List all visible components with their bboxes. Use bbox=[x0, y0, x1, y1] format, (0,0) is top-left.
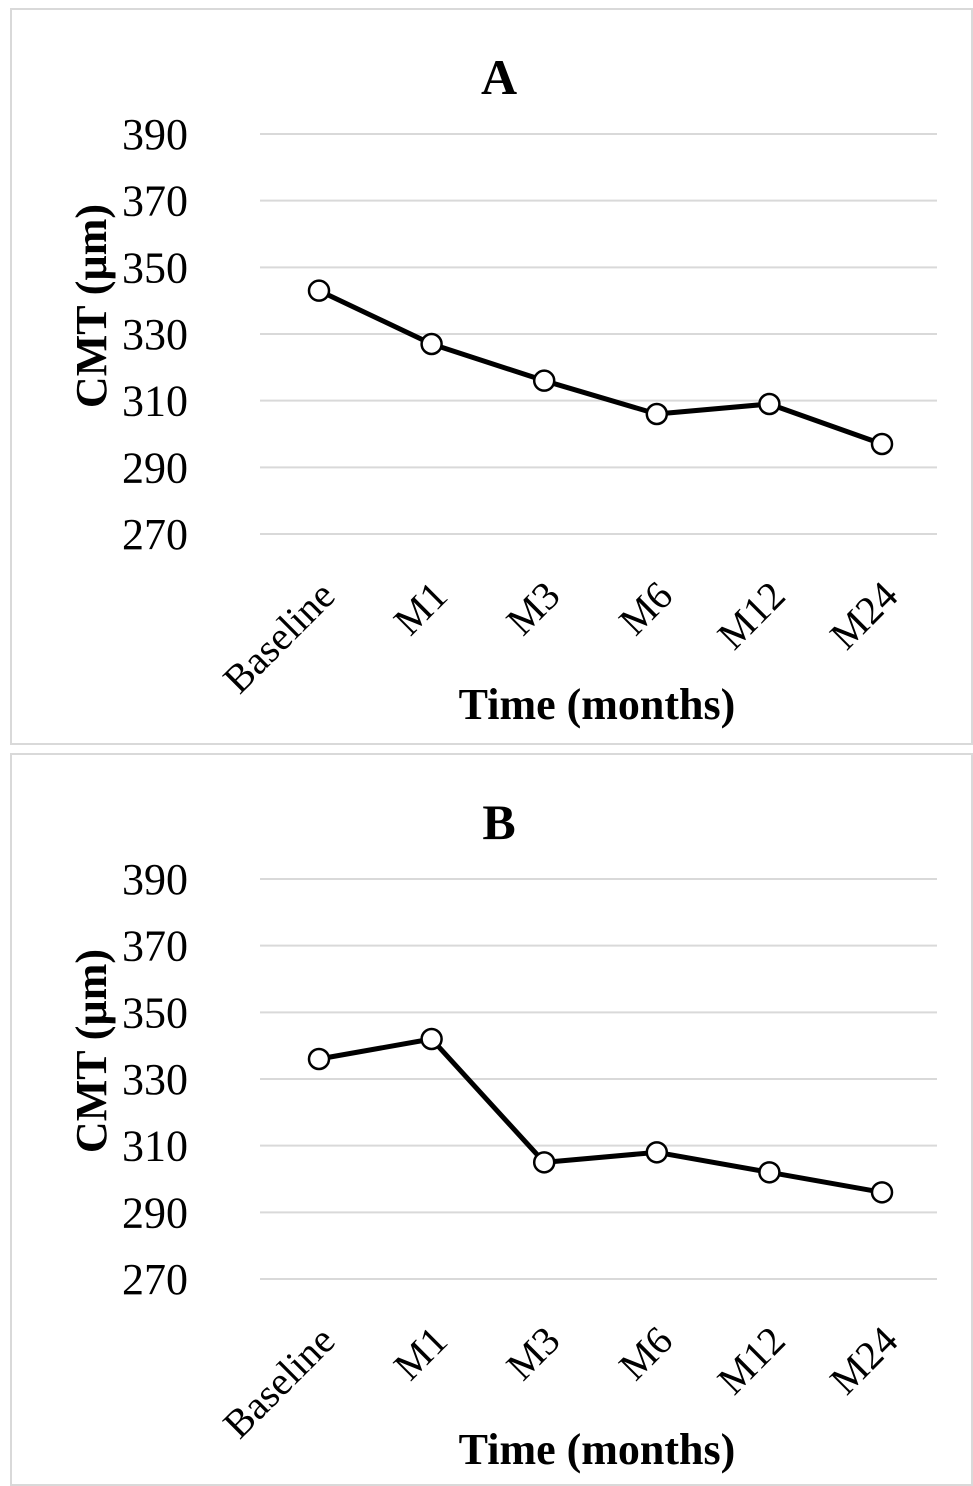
data-point bbox=[870, 1181, 894, 1204]
gridlines bbox=[260, 878, 937, 1280]
y-tick-label: 270 bbox=[122, 510, 188, 559]
x-tick-label: Baseline bbox=[214, 1318, 343, 1447]
data-point bbox=[645, 402, 669, 426]
data-point bbox=[758, 1161, 781, 1184]
chart-panel-b: B 390 370 350 330 310 290 270 Baseline M1 M3 M6 M1… bbox=[10, 753, 973, 1486]
series-line bbox=[318, 1036, 883, 1195]
y-tick-label: 310 bbox=[122, 1122, 188, 1171]
y-tick-label: 330 bbox=[122, 310, 188, 359]
x-tick-label: M6 bbox=[610, 573, 681, 644]
x-tick-label: M24 bbox=[821, 1318, 906, 1403]
x-tick-label: M12 bbox=[709, 1318, 794, 1403]
y-tick-label: 290 bbox=[122, 443, 188, 492]
data-point bbox=[307, 279, 331, 302]
y-tick-label: 390 bbox=[122, 855, 188, 904]
series bbox=[307, 1027, 894, 1204]
y-tick-label: 390 bbox=[122, 110, 188, 159]
data-point bbox=[532, 1151, 556, 1174]
y-tick-label: 310 bbox=[122, 377, 188, 426]
x-tick-label: M24 bbox=[821, 573, 906, 658]
x-tick-label: M3 bbox=[497, 573, 568, 644]
x-tick-label: M1 bbox=[385, 573, 456, 644]
chart-a-svg: A 390 370 350 330 310 290 270 Baseline M1 M3 M6 M1… bbox=[67, 49, 937, 729]
series bbox=[307, 279, 894, 456]
x-tick-label: M6 bbox=[610, 1318, 681, 1389]
x-tick-label: M1 bbox=[385, 1318, 456, 1389]
y-tick-label: 350 bbox=[122, 988, 188, 1037]
y-tick-label: 370 bbox=[122, 922, 188, 971]
chart-b-svg: B 390 370 350 330 310 290 270 Baseline M1 M3 M6 M1… bbox=[67, 794, 937, 1474]
x-tick-label: M12 bbox=[709, 573, 794, 658]
y-axis-label: CMT (µm) bbox=[67, 204, 116, 408]
x-axis-label: Time (months) bbox=[459, 1425, 736, 1474]
chart-title: A bbox=[481, 49, 517, 105]
y-tick-label: 350 bbox=[122, 243, 188, 292]
y-tick-label: 290 bbox=[122, 1188, 188, 1237]
x-tick-label: Baseline bbox=[214, 573, 343, 702]
data-point bbox=[645, 1141, 669, 1164]
data-point bbox=[532, 369, 556, 392]
gridlines bbox=[260, 133, 937, 535]
series-line bbox=[317, 288, 883, 447]
data-point bbox=[307, 1047, 331, 1071]
y-tick-label: 370 bbox=[122, 177, 188, 226]
data-point bbox=[870, 432, 894, 456]
y-tick-labels: 390 370 350 330 310 290 270 bbox=[122, 855, 188, 1304]
y-tick-label: 270 bbox=[122, 1255, 188, 1304]
data-point bbox=[420, 1027, 443, 1051]
y-axis-label: CMT (µm) bbox=[67, 949, 116, 1153]
y-tick-labels: 390 370 350 330 310 290 270 bbox=[122, 110, 188, 559]
x-tick-label: M3 bbox=[497, 1318, 568, 1389]
chart-title: B bbox=[482, 794, 515, 850]
data-point bbox=[758, 392, 781, 416]
chart-panel-a: A 390 370 350 330 310 290 270 Baseline M1 M3 M6 M1… bbox=[10, 8, 973, 745]
x-axis-label: Time (months) bbox=[459, 680, 736, 729]
data-point bbox=[420, 332, 443, 356]
y-tick-label: 330 bbox=[122, 1055, 188, 1104]
